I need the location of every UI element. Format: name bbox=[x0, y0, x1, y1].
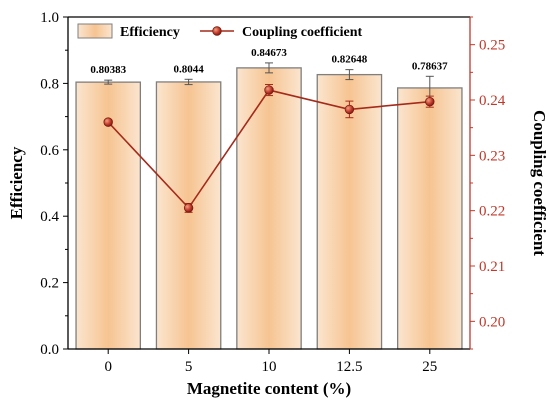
y-tick-label-1.0: 1.0 bbox=[40, 10, 59, 26]
y2-tick-label-0.23: 0.23 bbox=[479, 148, 505, 164]
data-label-0: 0.80383 bbox=[90, 64, 126, 76]
y-tick-label-0.0: 0.0 bbox=[40, 342, 59, 358]
y-tick-label-0.4: 0.4 bbox=[40, 209, 59, 225]
coupling-point-12.5 bbox=[344, 104, 355, 115]
bar-25 bbox=[396, 87, 463, 350]
labels-layer: 0.80383 0.8044 0.84673 0.82648 0.78637 0.0 0.2… bbox=[7, 10, 549, 398]
y2-tick-label-0.21: 0.21 bbox=[479, 259, 505, 275]
x-tick-label-0: 0 bbox=[104, 359, 112, 375]
x-axis-title: Magnetite content (%) bbox=[187, 379, 351, 398]
legend-marker-coupling bbox=[212, 26, 222, 36]
coupling-point-10 bbox=[264, 85, 274, 95]
bar-10 bbox=[236, 67, 302, 350]
data-label-5: 0.8044 bbox=[173, 63, 204, 75]
x-tick-label-25: 25 bbox=[422, 359, 437, 375]
y-axis-title: Efficiency bbox=[7, 146, 26, 219]
x-tick-label-10: 10 bbox=[262, 359, 277, 375]
y-tick-label-0.2: 0.2 bbox=[40, 276, 59, 292]
legend-swatch-efficiency bbox=[77, 23, 113, 39]
line-layer bbox=[103, 84, 435, 213]
legend: Efficiency Coupling coefficient bbox=[77, 23, 362, 40]
y2-tick-label-0.22: 0.22 bbox=[479, 204, 505, 220]
y2-tick-label-0.20: 0.20 bbox=[479, 314, 505, 330]
y2-axis-title: Coupling coefficient bbox=[530, 110, 549, 256]
data-label-12.5: 0.82648 bbox=[332, 54, 368, 66]
axes-layer bbox=[63, 16, 475, 354]
y2-tick-label-0.24: 0.24 bbox=[479, 93, 506, 109]
bars-layer bbox=[75, 67, 463, 350]
legend-label-efficiency: Efficiency bbox=[120, 25, 180, 40]
legend-label-coupling: Coupling coefficient bbox=[242, 25, 362, 40]
y2-tick-label-0.25: 0.25 bbox=[479, 38, 505, 54]
coupling-point-25 bbox=[425, 96, 435, 107]
data-label-10: 0.84673 bbox=[251, 47, 287, 59]
x-tick-label-12.5: 12.5 bbox=[336, 359, 362, 375]
y-tick-label-0.8: 0.8 bbox=[40, 76, 59, 92]
data-label-25: 0.78637 bbox=[412, 60, 448, 72]
coupling-point-5 bbox=[183, 203, 194, 213]
bar-5 bbox=[155, 81, 222, 350]
coupling-point-0 bbox=[103, 117, 113, 127]
y-tick-label-0.6: 0.6 bbox=[40, 143, 59, 159]
x-tick-label-5: 5 bbox=[185, 359, 193, 375]
bar-12.5 bbox=[316, 73, 383, 350]
